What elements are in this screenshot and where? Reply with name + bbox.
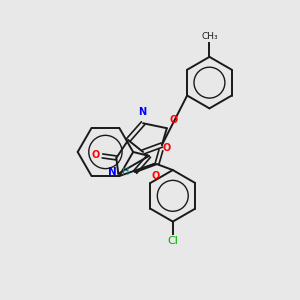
Text: N: N [138, 107, 146, 117]
Text: O: O [152, 171, 160, 181]
Text: O: O [170, 115, 178, 125]
Text: N: N [108, 167, 117, 177]
Text: O: O [92, 150, 100, 160]
Text: Cl: Cl [167, 236, 178, 246]
Text: CH₃: CH₃ [201, 32, 218, 41]
Text: H: H [122, 167, 129, 177]
Text: O: O [163, 143, 171, 153]
